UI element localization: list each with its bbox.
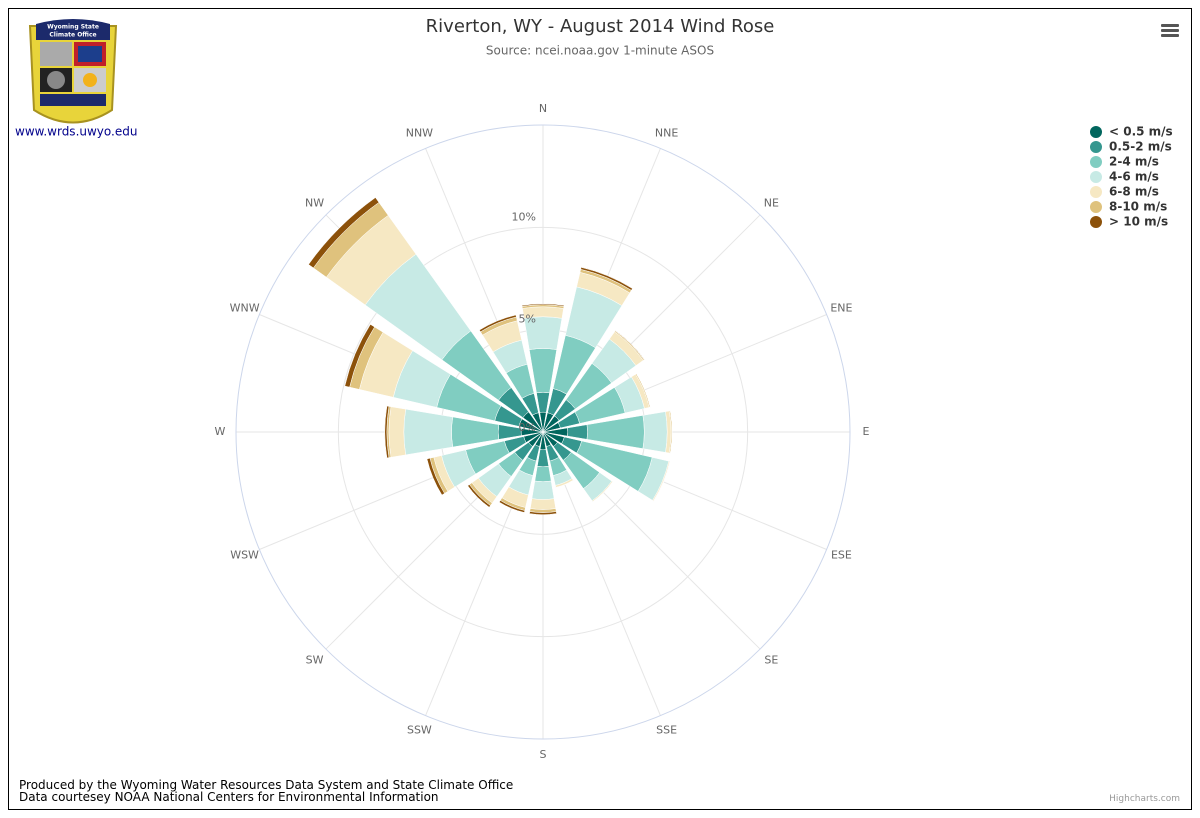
legend-item[interactable]: > 10 m/s (1090, 215, 1168, 229)
wind-segment (580, 267, 633, 291)
direction-label: SSW (407, 723, 432, 736)
direction-label: WSW (230, 549, 259, 562)
wind-segment (642, 411, 668, 453)
logo-moon (47, 71, 65, 89)
legend-symbol (1090, 201, 1102, 213)
legend-item[interactable]: < 0.5 m/s (1090, 125, 1173, 139)
legend-item[interactable]: 8-10 m/s (1090, 200, 1167, 214)
legend-item[interactable]: 0.5-2 m/s (1090, 140, 1172, 154)
ring-grid-line (337, 226, 749, 638)
direction-label: SE (764, 653, 778, 666)
direction-label: NE (764, 197, 779, 210)
legend-symbol (1090, 156, 1102, 168)
y-tick-label: 10% (512, 210, 536, 223)
y-tick-label: 5% (519, 313, 536, 326)
wind-segment (426, 457, 445, 496)
logo-panel (40, 42, 72, 66)
logo-text: Climate Office (49, 32, 96, 39)
menu-button[interactable] (1158, 18, 1182, 42)
footer-note: Produced by the Wyoming Water Resources … (19, 778, 513, 792)
chart-title: Riverton, WY - August 2014 Wind Rose (426, 16, 775, 37)
legend-label[interactable]: < 0.5 m/s (1109, 125, 1173, 139)
logo-text: Wyoming State (47, 24, 99, 31)
logo-flag (78, 46, 102, 62)
bars (308, 197, 673, 515)
menu-bar (1161, 34, 1179, 37)
logo-banner (36, 19, 110, 40)
credit[interactable]: Highcharts.com (1109, 794, 1180, 804)
legend-item[interactable]: 2-4 m/s (1090, 155, 1159, 169)
chart-subtitle: Source: ncei.noaa.gov 1-minute ASOS (486, 44, 714, 58)
direction-label: N (539, 102, 547, 115)
wind-segment (529, 498, 557, 510)
direction-label: W (215, 425, 226, 438)
wind-segment (467, 484, 491, 508)
logo-link[interactable]: www.wrds.uwyo.edu (15, 125, 137, 139)
y-tick-label: 0% (519, 421, 536, 434)
wind-segment (384, 405, 390, 459)
legend-label[interactable]: 4-6 m/s (1109, 170, 1159, 184)
outer-axis (235, 124, 851, 740)
legend-label[interactable]: 2-4 m/s (1109, 155, 1159, 169)
wind-segment (529, 511, 557, 515)
legend-symbol (1090, 186, 1102, 198)
labels: N NNE NE ENE E ESE SE SSE S SSW SW WSW W WNW NW NNW 0% 5%… (215, 102, 870, 761)
direction-label: S (540, 748, 547, 761)
legend-label[interactable]: 0.5-2 m/s (1109, 140, 1172, 154)
direction-label: SSE (656, 723, 677, 736)
wind-segment (555, 480, 574, 488)
direction-label: NNE (655, 127, 678, 140)
menu-bar (1161, 29, 1179, 32)
legend-label[interactable]: 8-10 m/s (1109, 200, 1167, 214)
wind-segment (521, 303, 565, 307)
logo-stars (40, 94, 106, 106)
wind-segment (614, 330, 645, 361)
menu-bar (1161, 24, 1179, 27)
wind-segment (388, 406, 407, 458)
legend-item[interactable]: 4-6 m/s (1090, 170, 1159, 184)
direction-label: ENE (830, 301, 852, 314)
direction-label: ESE (831, 549, 852, 562)
legend-symbol (1090, 141, 1102, 153)
footer-note: Data courtesey NOAA National Centers for… (19, 790, 439, 804)
direction-label: NNW (406, 127, 433, 140)
direction-label: E (863, 425, 870, 438)
legend-symbol (1090, 216, 1102, 228)
direction-label: WNW (230, 301, 260, 314)
wind-segment (308, 197, 380, 269)
wind-segment (531, 480, 555, 500)
direction-label: SW (306, 653, 324, 666)
direction-label: NW (305, 197, 324, 210)
logo: Wyoming State Climate Office (28, 19, 118, 124)
legend-symbol (1090, 126, 1102, 138)
legend-item[interactable]: 6-8 m/s (1090, 185, 1159, 199)
wind-segment (479, 314, 517, 333)
logo-sun (83, 73, 97, 87)
wind-segment (403, 408, 454, 456)
legend-label[interactable]: > 10 m/s (1109, 215, 1168, 229)
legend: < 0.5 m/s0.5-2 m/s2-4 m/s4-6 m/s6-8 m/s8… (1090, 125, 1173, 229)
legend-symbol (1090, 171, 1102, 183)
wind-segment (344, 324, 375, 388)
wind-segment (498, 500, 526, 513)
legend-label[interactable]: 6-8 m/s (1109, 185, 1159, 199)
wind-segment (534, 466, 552, 482)
